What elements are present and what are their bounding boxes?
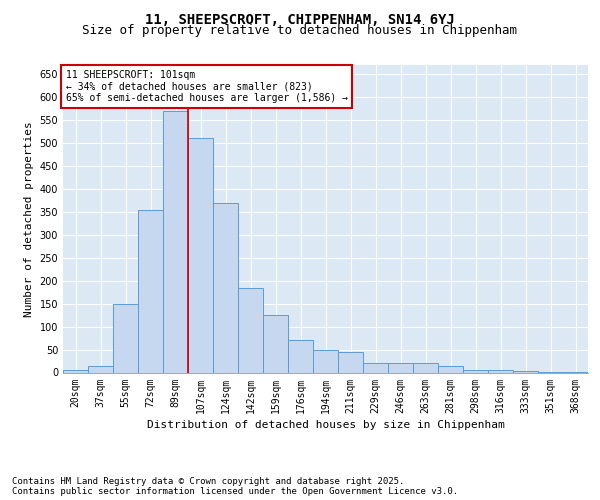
Bar <box>313 350 338 372</box>
Bar <box>188 138 213 372</box>
Bar <box>213 202 238 372</box>
Bar <box>513 371 538 372</box>
Text: 11 SHEEPSCROFT: 101sqm
← 34% of detached houses are smaller (823)
65% of semi-de: 11 SHEEPSCROFT: 101sqm ← 34% of detached… <box>65 70 347 103</box>
Bar <box>288 340 313 372</box>
Bar <box>238 288 263 372</box>
Bar <box>63 370 88 372</box>
Bar <box>138 210 163 372</box>
Bar <box>263 315 288 372</box>
X-axis label: Distribution of detached houses by size in Chippenham: Distribution of detached houses by size … <box>146 420 505 430</box>
Text: Contains HM Land Registry data © Crown copyright and database right 2025.
Contai: Contains HM Land Registry data © Crown c… <box>12 476 458 496</box>
Text: Size of property relative to detached houses in Chippenham: Size of property relative to detached ho… <box>83 24 517 37</box>
Bar <box>463 370 488 372</box>
Bar <box>388 364 413 372</box>
Bar <box>438 366 463 372</box>
Text: 11, SHEEPSCROFT, CHIPPENHAM, SN14 6YJ: 11, SHEEPSCROFT, CHIPPENHAM, SN14 6YJ <box>145 12 455 26</box>
Bar <box>113 304 138 372</box>
Bar <box>363 364 388 372</box>
Bar <box>488 370 513 372</box>
Bar <box>88 366 113 372</box>
Bar <box>413 364 438 372</box>
Y-axis label: Number of detached properties: Number of detached properties <box>24 121 34 316</box>
Bar <box>163 111 188 372</box>
Bar <box>338 352 363 372</box>
